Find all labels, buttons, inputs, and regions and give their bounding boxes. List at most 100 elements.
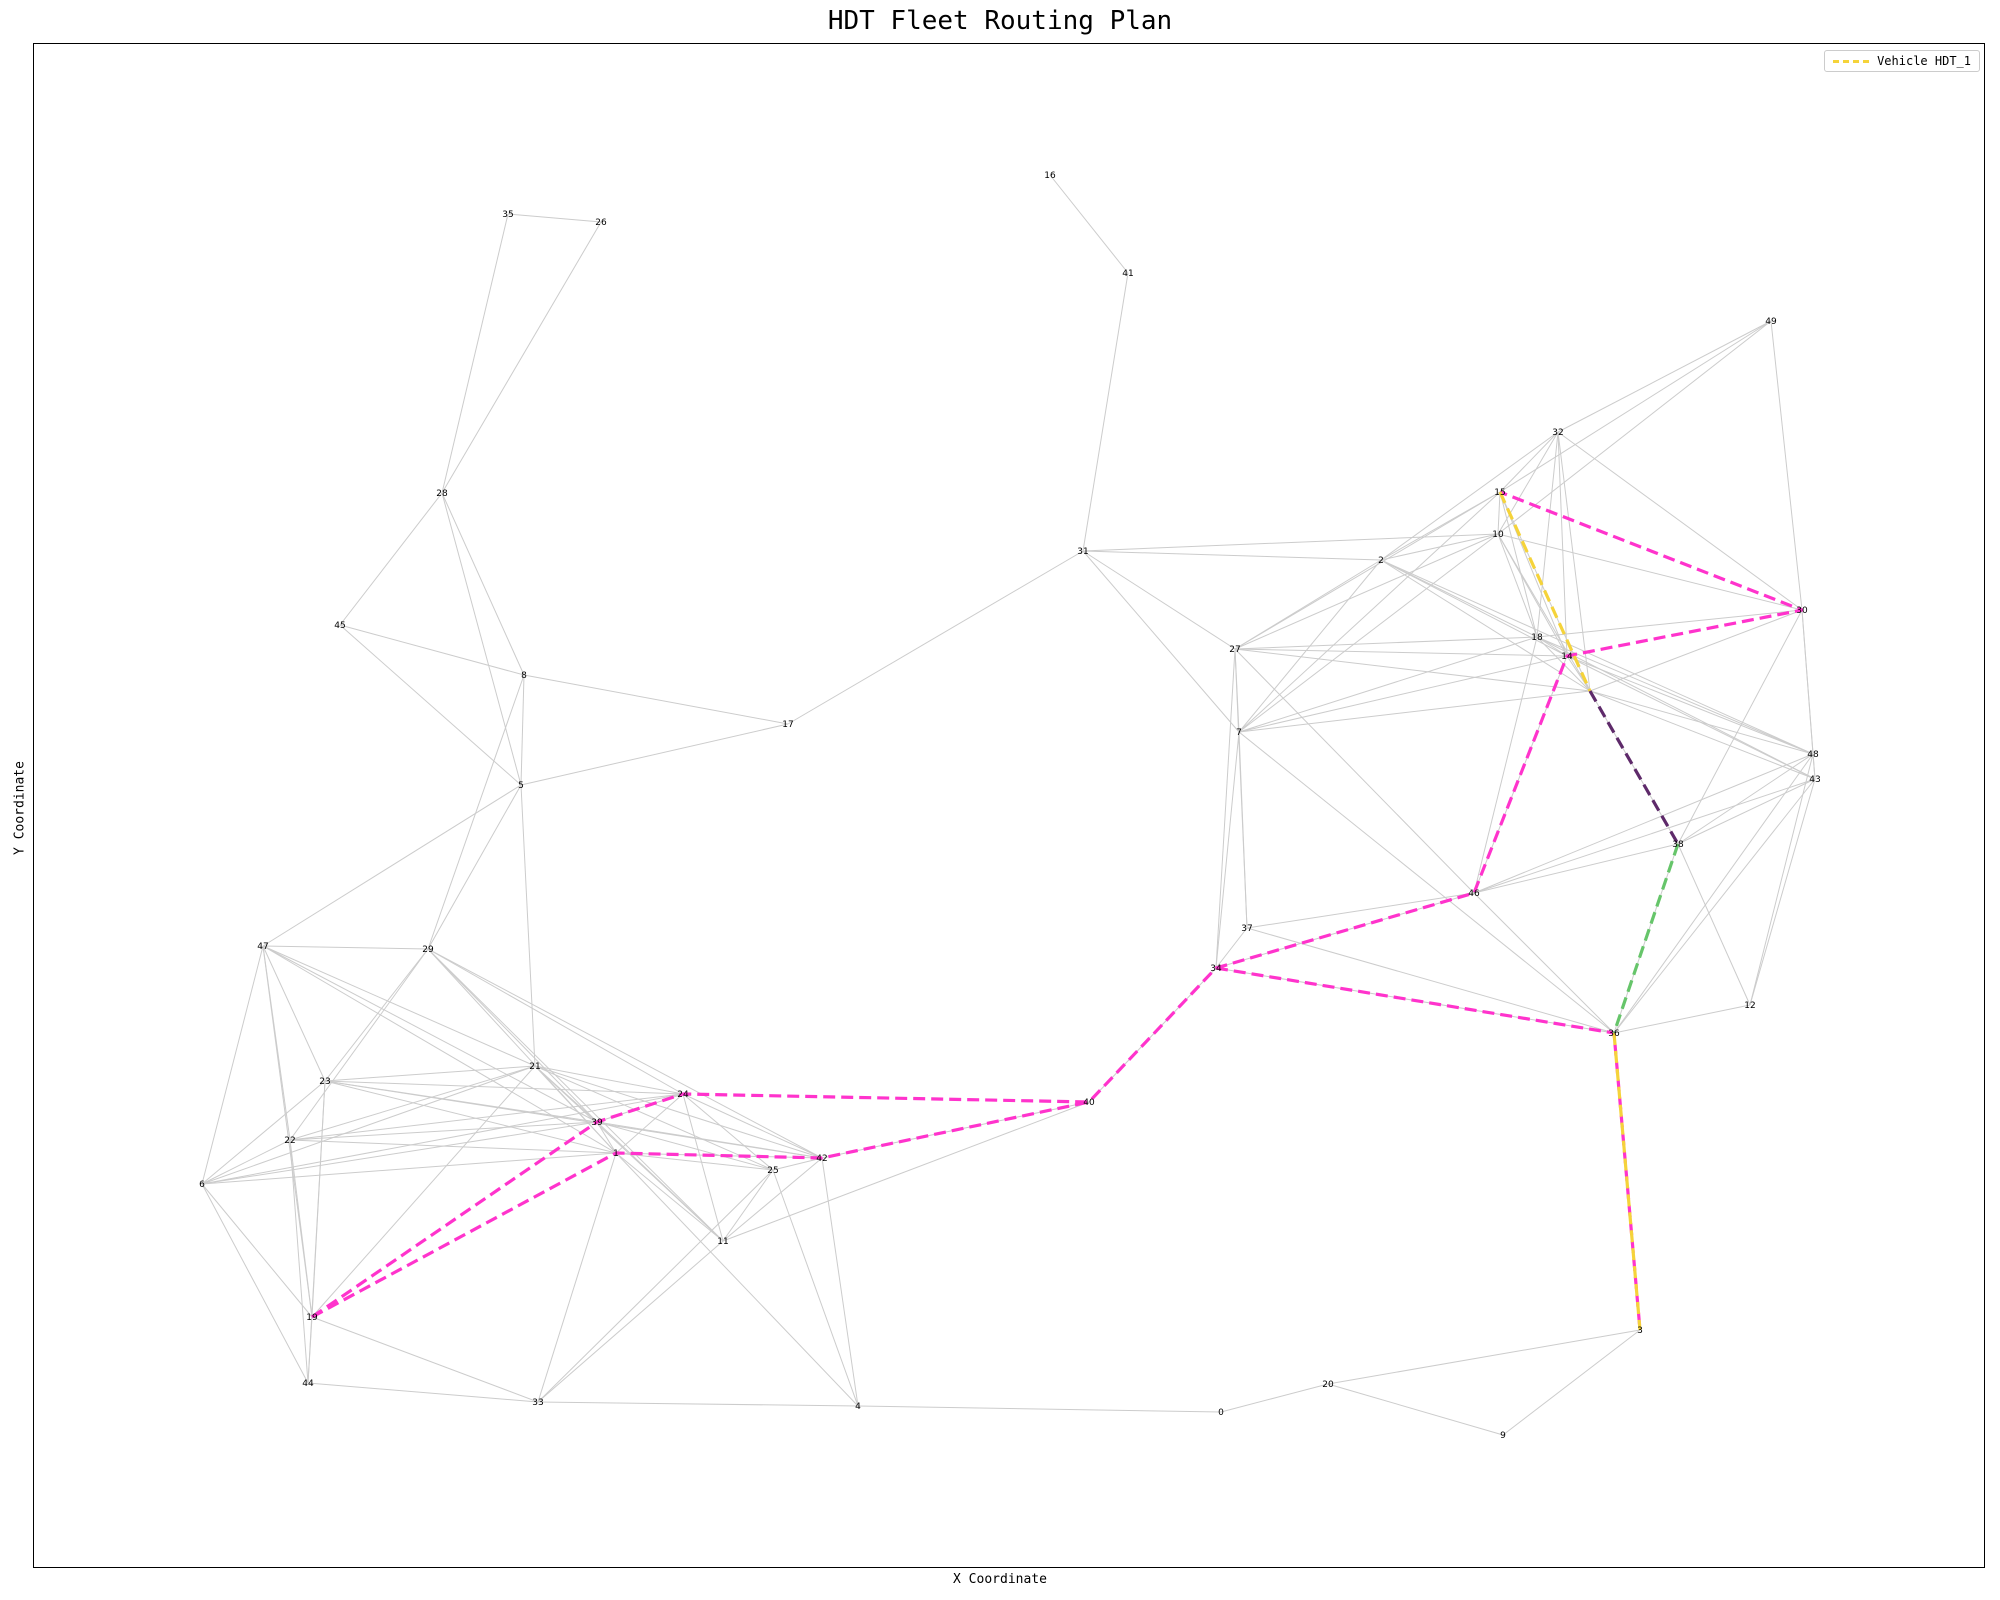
route-segment-0 (311, 490, 1804, 1319)
edge-27-10 (1234, 533, 1499, 650)
edge-47-21 (262, 945, 536, 1067)
edge-8-29 (427, 674, 525, 950)
edge-34-37 (1215, 927, 1248, 969)
node-label-2: 2 (1378, 556, 1384, 566)
edge-32-30 (1557, 431, 1803, 611)
edge-7-10 (1238, 533, 1499, 733)
edge-31-27 (1082, 550, 1236, 650)
edge-27-46 (1234, 648, 1475, 894)
edge-2-32 (1380, 431, 1559, 561)
node-label-5: 5 (518, 781, 524, 791)
y-axis-label: Y Coordinate (12, 761, 28, 855)
edge-39-11 (596, 1121, 724, 1242)
node-label-29: 29 (422, 945, 434, 955)
node-label-44: 44 (302, 1379, 314, 1389)
edge-5-29 (427, 784, 522, 950)
edge-30-43 (1801, 609, 1816, 780)
edge-48-36 (1613, 753, 1814, 1034)
edge-20-9 (1327, 1383, 1504, 1436)
edge-43-12 (1749, 778, 1816, 1006)
route-segment-4 (1588, 690, 1680, 845)
edge-37-36 (1246, 927, 1615, 1034)
node-label-12: 12 (1744, 1001, 1755, 1011)
node-labels-layer: 0123456789101112141516171819202122232425… (199, 171, 1821, 1441)
edge-37-46 (1246, 892, 1475, 929)
edge-8-17 (523, 674, 789, 725)
edge-31-10 (1082, 533, 1499, 552)
plot-area (33, 43, 1985, 1568)
node-label-11: 11 (717, 1237, 728, 1247)
edge-29-24 (427, 948, 684, 1095)
edge-38-12 (1677, 843, 1751, 1006)
edge-35-28 (441, 213, 509, 494)
node-label-19: 19 (306, 1313, 318, 1323)
node-label-17: 17 (782, 720, 793, 730)
edge-49-30 (1770, 320, 1803, 611)
edge-48-43 (1812, 753, 1816, 780)
node-label-24: 24 (677, 1090, 689, 1100)
edge-34-27 (1215, 648, 1236, 969)
edge-47-39 (262, 945, 598, 1123)
node-label-28: 28 (436, 489, 448, 499)
edge-7-14 (1238, 655, 1568, 733)
edge-18-30 (1536, 609, 1803, 638)
edge-5-17 (520, 723, 789, 786)
edge-25-11 (722, 1169, 774, 1242)
edge-27-15 (1234, 491, 1501, 650)
node-label-45: 45 (334, 621, 345, 631)
edge-32-18 (1536, 431, 1559, 638)
node-label-20: 20 (1322, 1380, 1334, 1390)
edge-10-32 (1497, 431, 1559, 535)
edge-28-8 (441, 492, 525, 676)
chart-title: HDT Fleet Routing Plan (827, 6, 1173, 36)
edge-7-15 (1238, 491, 1501, 733)
node-label-7: 7 (1236, 728, 1242, 738)
edge-7-2 (1238, 559, 1382, 733)
edge-6-19 (201, 1183, 313, 1318)
edge-0-20 (1220, 1383, 1329, 1413)
edge-49-15 (1499, 320, 1772, 493)
edge-6-1 (201, 1152, 617, 1185)
edge-47-23 (262, 945, 326, 1082)
x-axis-label: X Coordinate (953, 1572, 1047, 1587)
edge-24-11 (682, 1093, 724, 1242)
edge-31-7 (1082, 550, 1240, 733)
edge-22-1 (289, 1139, 617, 1154)
edge-39-25 (596, 1121, 774, 1171)
edge-27-19 (1234, 648, 1591, 692)
edge-42-25 (772, 1157, 823, 1171)
node-label-23: 23 (319, 1077, 330, 1087)
edge-4-0 (857, 1405, 1222, 1413)
edge-29-39 (427, 948, 598, 1123)
legend-swatch (1833, 59, 1870, 63)
edge-1-33 (537, 1152, 617, 1403)
node-label-15: 15 (1494, 488, 1505, 498)
node-label-40: 40 (1083, 1098, 1095, 1108)
edge-22-44 (289, 1139, 309, 1384)
node-label-4: 4 (855, 1402, 861, 1412)
route-segment-5 (1612, 843, 1680, 1034)
edge-21-25 (534, 1065, 774, 1171)
edge-10-18 (1497, 533, 1538, 638)
node-label-39: 39 (591, 1118, 603, 1128)
edge-15-32 (1499, 431, 1559, 493)
edge-23-24 (324, 1080, 684, 1095)
edge-29-22 (289, 948, 429, 1141)
edge-22-24 (289, 1093, 684, 1141)
edge-39-42 (596, 1121, 823, 1159)
edge-14-48 (1566, 655, 1814, 755)
edge-32-49 (1557, 320, 1772, 433)
node-label-21: 21 (529, 1062, 540, 1072)
edge-11-33 (537, 1240, 724, 1403)
node-label-22: 22 (284, 1136, 295, 1146)
edge-26-28 (441, 221, 602, 494)
edge-18-48 (1536, 636, 1814, 755)
edge-30-38 (1677, 609, 1803, 845)
edge-15-18 (1499, 491, 1538, 638)
edge-21-24 (534, 1065, 684, 1095)
edge-48-46 (1473, 753, 1814, 894)
edge-11-40 (722, 1101, 1090, 1242)
edge-25-33 (537, 1169, 774, 1403)
edge-2-15 (1380, 491, 1501, 561)
edge-18-14 (1536, 636, 1568, 657)
